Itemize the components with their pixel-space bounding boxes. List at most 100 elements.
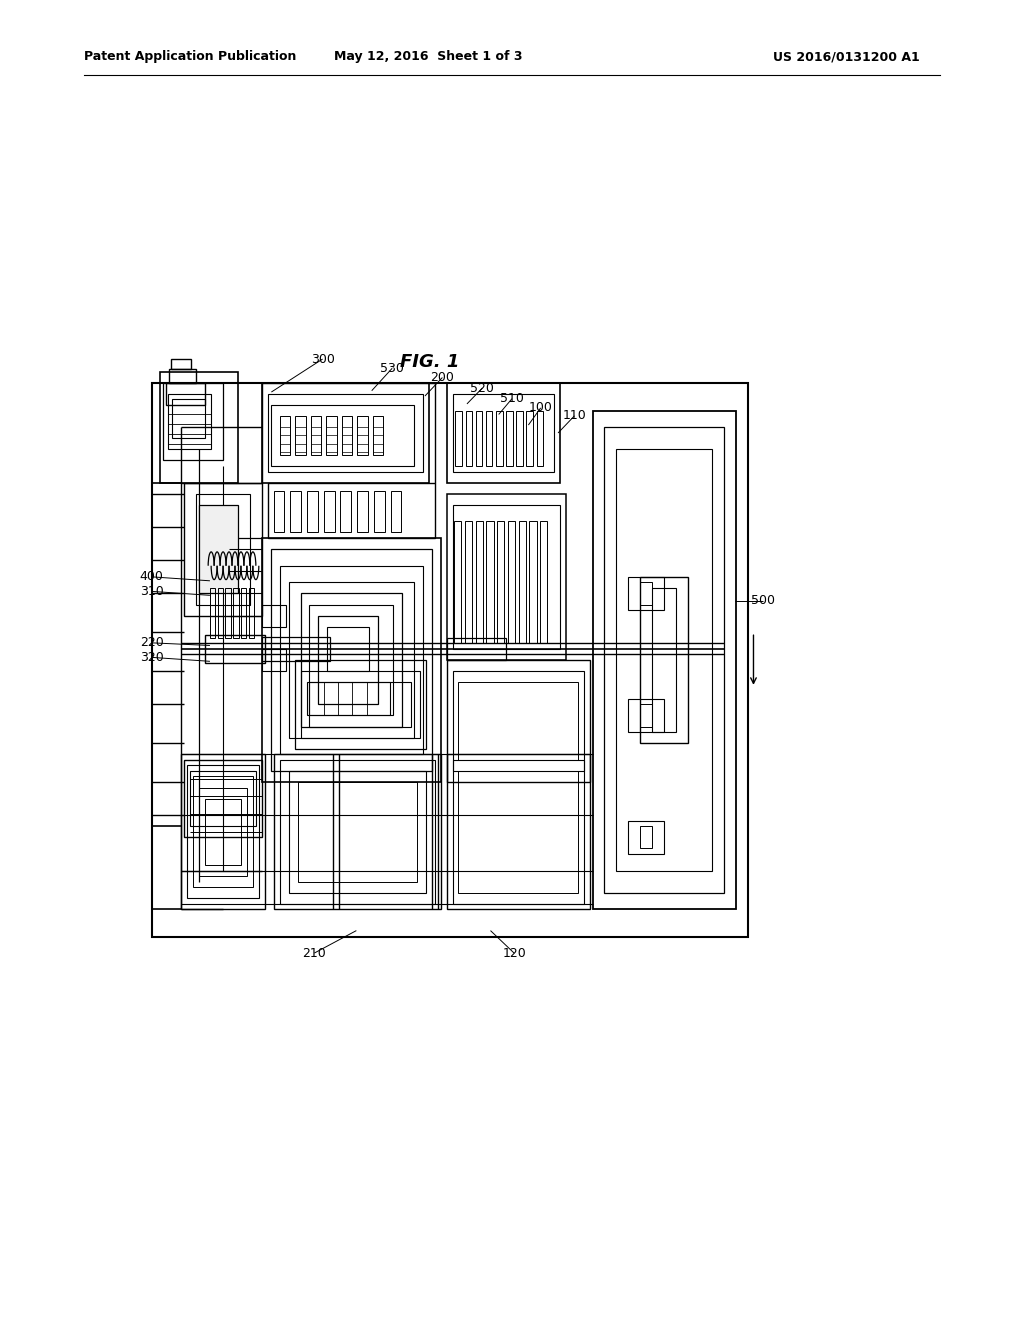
Bar — [270, 405, 414, 466]
Bar — [309, 605, 393, 715]
Bar — [486, 411, 493, 466]
Bar — [187, 766, 259, 899]
Bar — [291, 491, 301, 532]
Bar — [225, 587, 230, 638]
Text: 200: 200 — [430, 371, 455, 384]
Bar — [526, 411, 532, 466]
Text: US 2016/0131200 A1: US 2016/0131200 A1 — [773, 50, 920, 63]
Bar — [307, 491, 317, 532]
Bar — [301, 594, 401, 726]
Bar — [233, 587, 239, 638]
Bar — [629, 577, 665, 610]
Bar — [453, 760, 584, 904]
Bar — [390, 491, 401, 532]
Bar — [496, 411, 503, 466]
Bar — [200, 788, 247, 876]
Bar — [459, 682, 578, 760]
Bar — [289, 582, 414, 738]
Bar — [205, 799, 241, 865]
Bar — [167, 383, 205, 405]
Bar — [306, 682, 390, 715]
Bar — [301, 671, 420, 738]
Bar — [328, 627, 369, 671]
Bar — [273, 754, 440, 909]
Bar — [446, 494, 565, 660]
Bar — [476, 411, 482, 466]
Bar — [295, 416, 306, 455]
Bar — [508, 521, 515, 643]
Bar — [357, 416, 368, 455]
Text: 300: 300 — [310, 352, 335, 366]
Bar — [241, 587, 247, 638]
Bar — [267, 483, 434, 539]
Bar — [446, 383, 560, 483]
Bar — [374, 491, 385, 532]
Text: 520: 520 — [470, 381, 495, 395]
Bar — [295, 660, 426, 748]
Bar — [486, 521, 494, 643]
Bar — [184, 760, 262, 837]
Bar — [309, 682, 411, 726]
Bar — [298, 781, 417, 882]
Bar — [476, 521, 483, 643]
Text: 100: 100 — [528, 401, 553, 414]
Text: Patent Application Publication: Patent Application Publication — [84, 50, 296, 63]
Bar — [171, 359, 190, 370]
Bar — [262, 605, 286, 627]
Bar — [516, 411, 523, 466]
Bar — [190, 771, 256, 826]
Bar — [373, 416, 383, 455]
Bar — [519, 521, 525, 643]
Bar — [640, 577, 688, 743]
Bar — [506, 411, 513, 466]
Bar — [161, 372, 238, 483]
Text: FIG. 1: FIG. 1 — [400, 352, 460, 371]
Bar — [169, 370, 197, 383]
Bar — [164, 383, 223, 461]
Bar — [465, 521, 472, 643]
Bar — [456, 411, 462, 466]
Bar — [453, 504, 560, 649]
Bar — [194, 776, 253, 887]
Text: May 12, 2016  Sheet 1 of 3: May 12, 2016 Sheet 1 of 3 — [334, 50, 522, 63]
Bar — [540, 521, 547, 643]
Bar — [340, 491, 351, 532]
Bar — [529, 521, 537, 643]
Bar — [466, 411, 472, 466]
Text: 110: 110 — [562, 409, 587, 422]
Bar — [280, 416, 291, 455]
Bar — [604, 428, 724, 892]
Bar — [318, 615, 378, 705]
Bar — [267, 393, 423, 471]
Bar — [262, 539, 440, 781]
Text: 310: 310 — [139, 585, 164, 598]
Bar — [273, 491, 285, 532]
Bar — [537, 411, 543, 466]
Bar — [200, 504, 238, 594]
Bar — [152, 383, 748, 937]
Bar — [455, 521, 462, 643]
Bar — [640, 705, 652, 726]
Bar — [249, 587, 254, 638]
Bar — [289, 771, 426, 892]
Text: 510: 510 — [500, 392, 524, 405]
Bar — [210, 587, 215, 638]
Text: 320: 320 — [139, 651, 164, 664]
Text: 500: 500 — [751, 594, 775, 607]
Bar — [498, 521, 505, 643]
Bar — [357, 491, 368, 532]
Text: 400: 400 — [139, 570, 164, 583]
Bar — [616, 449, 712, 871]
Bar — [280, 760, 434, 904]
Bar — [172, 400, 205, 438]
Bar — [640, 582, 652, 605]
Bar — [446, 754, 590, 909]
Bar — [629, 698, 665, 733]
Bar — [181, 754, 265, 909]
Bar — [310, 416, 322, 455]
Bar — [446, 638, 506, 660]
Bar — [593, 411, 735, 909]
Bar — [324, 491, 335, 532]
Bar — [270, 549, 432, 771]
Bar — [453, 671, 584, 771]
